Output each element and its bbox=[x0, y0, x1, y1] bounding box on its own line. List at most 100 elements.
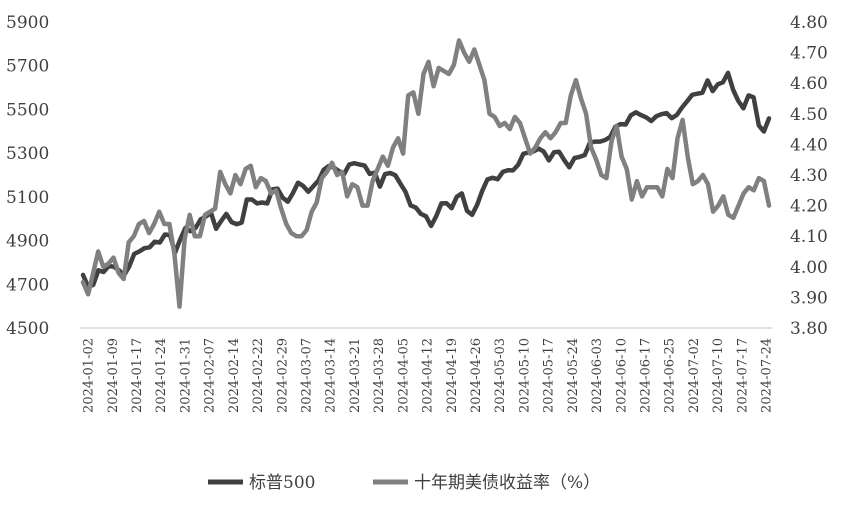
series-1-point-75 bbox=[463, 52, 465, 54]
series-0-point-115 bbox=[671, 117, 673, 119]
y-right-tick-label: 3.80 bbox=[790, 319, 828, 339]
series-1-point-123 bbox=[707, 183, 709, 185]
series-0-point-53 bbox=[353, 162, 355, 164]
series-0-point-19 bbox=[179, 238, 181, 240]
series-1-point-16 bbox=[163, 223, 165, 225]
series-0-point-106 bbox=[625, 124, 627, 125]
series-1-point-86 bbox=[519, 122, 521, 124]
series-0-point-89 bbox=[538, 148, 540, 150]
series-1-point-134 bbox=[763, 180, 765, 182]
series-0-point-30 bbox=[236, 223, 238, 225]
series-1-point-110 bbox=[641, 195, 643, 197]
series-1-point-128 bbox=[732, 217, 734, 219]
series-1-point-68 bbox=[428, 61, 429, 63]
y-right-tick-label: 4.00 bbox=[790, 258, 828, 278]
series-1-point-58 bbox=[377, 168, 379, 170]
series-0-point-102 bbox=[604, 139, 606, 141]
series-0-point-61 bbox=[394, 174, 396, 176]
series-0-point-74 bbox=[461, 192, 463, 194]
series-1-point-74 bbox=[458, 39, 460, 41]
y-right-tick-label: 4.40 bbox=[790, 135, 828, 155]
series-0-point-56 bbox=[369, 173, 371, 175]
series-1-point-20 bbox=[184, 238, 186, 240]
legend-label: 标普500 bbox=[249, 473, 315, 493]
series-1-point-33 bbox=[250, 165, 252, 167]
series-0-point-70 bbox=[440, 202, 442, 204]
series-0-point-16 bbox=[164, 234, 166, 235]
series-1-point-29 bbox=[229, 192, 231, 194]
x-tick-label: 2024-05-10 bbox=[517, 338, 532, 413]
series-0-point-59 bbox=[384, 173, 386, 175]
series-1-point-14 bbox=[153, 223, 155, 225]
series-1-point-101 bbox=[595, 159, 597, 161]
series-0-point-113 bbox=[661, 113, 662, 115]
series-1-point-21 bbox=[189, 214, 191, 216]
series-1-point-77 bbox=[473, 49, 475, 50]
series-1-point-103 bbox=[605, 177, 607, 179]
series-0-point-39 bbox=[282, 197, 284, 199]
x-tick-label: 2024-02-07 bbox=[203, 338, 218, 413]
series-1-point-62 bbox=[397, 137, 399, 139]
y-left-tick-label: 5900 bbox=[6, 13, 49, 33]
series-1-point-6 bbox=[113, 257, 114, 259]
y-right-tick-label: 4.70 bbox=[790, 44, 828, 64]
series-0-point-23 bbox=[200, 218, 202, 220]
x-tick-label: 2024-02-22 bbox=[251, 338, 266, 413]
series-0-point-84 bbox=[512, 169, 514, 171]
series-0-point-123 bbox=[712, 90, 714, 92]
series-0-point-85 bbox=[517, 164, 519, 166]
series-1-point-84 bbox=[509, 128, 511, 130]
series-0-point-33 bbox=[251, 199, 253, 200]
series-1-point-50 bbox=[336, 174, 338, 176]
x-tick-label: 2024-06-03 bbox=[590, 338, 605, 413]
series-0-point-65 bbox=[415, 207, 417, 209]
series-0-point-122 bbox=[707, 79, 709, 81]
series-1-point-78 bbox=[478, 64, 480, 66]
series-0-point-97 bbox=[579, 156, 581, 158]
y-left-tick-label: 5100 bbox=[6, 188, 49, 208]
series-0-point-35 bbox=[261, 202, 263, 203]
series-1-point-132 bbox=[753, 189, 755, 191]
series-1-point-80 bbox=[489, 113, 490, 115]
series-1-point-40 bbox=[285, 223, 287, 225]
series-1-point-100 bbox=[590, 147, 592, 148]
series-0-point-4 bbox=[103, 271, 104, 273]
series-1-point-19 bbox=[179, 306, 180, 308]
series-layer bbox=[80, 38, 772, 309]
series-1-point-9 bbox=[128, 241, 130, 243]
series-0-point-130 bbox=[748, 94, 749, 96]
series-0-point-60 bbox=[389, 172, 391, 174]
series-1-point-12 bbox=[143, 220, 145, 222]
series-1-point-109 bbox=[636, 180, 638, 182]
series-1-point-17 bbox=[168, 223, 170, 225]
series-1-point-69 bbox=[433, 85, 435, 87]
series-1-point-81 bbox=[494, 116, 496, 118]
series-0-point-78 bbox=[481, 190, 483, 192]
series-1-point-60 bbox=[387, 165, 389, 167]
series-0-point-95 bbox=[568, 166, 570, 168]
series-0-point-109 bbox=[640, 114, 642, 116]
series-line-1 bbox=[80, 38, 772, 309]
series-1-point-36 bbox=[265, 180, 267, 182]
series-0-point-12 bbox=[143, 247, 145, 249]
series-0-point-80 bbox=[492, 177, 494, 179]
series-1-point-124 bbox=[712, 211, 714, 213]
series-1-point-5 bbox=[107, 263, 109, 265]
series-0-point-40 bbox=[287, 201, 289, 203]
series-0-point-100 bbox=[594, 141, 596, 143]
series-0-point-112 bbox=[655, 115, 657, 117]
x-tick-label: 2024-01-17 bbox=[130, 338, 145, 413]
x-tick-label: 2024-01-24 bbox=[154, 338, 169, 413]
series-1-point-104 bbox=[611, 140, 612, 142]
x-tick-label: 2024-05-17 bbox=[542, 338, 557, 413]
series-1-point-23 bbox=[199, 235, 201, 237]
series-1-point-105 bbox=[616, 125, 618, 127]
series-1-point-34 bbox=[255, 186, 257, 188]
y-right-tick-label: 4.20 bbox=[790, 197, 828, 217]
series-0-point-13 bbox=[149, 246, 151, 248]
x-tick-label: 2024-07-10 bbox=[711, 338, 726, 413]
series-0-point-15 bbox=[159, 242, 161, 243]
series-1-point-55 bbox=[362, 205, 363, 207]
y-right-tick-label: 4.10 bbox=[790, 227, 828, 247]
y-left-tick-label: 4900 bbox=[6, 232, 49, 252]
